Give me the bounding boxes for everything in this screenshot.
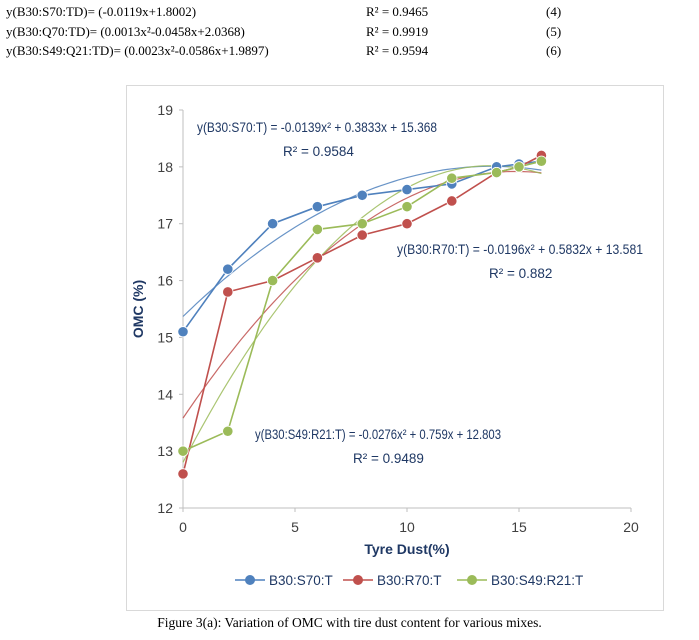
data-point: [222, 286, 234, 298]
equation-number: (4): [546, 4, 562, 19]
figure-caption: Figure 3(a): Variation of OMC with tire …: [157, 615, 542, 630]
data-point: [513, 161, 525, 173]
data-point: [446, 195, 458, 207]
equation-r2: R² = 0.9919: [366, 24, 429, 39]
trend-r2-label: R² = 0.9584: [283, 144, 354, 159]
chart-frame: 12 13 14 15 16 17 18 19 0 5 10 15 20 Tyre Dust(%) OMC …: [126, 85, 664, 611]
series-line: [182, 160, 542, 333]
y-tick-label: 13: [157, 443, 173, 459]
equation-number: (5): [546, 24, 562, 39]
equation-text: y(B30:S49:Q21:TD)= (0.0023x²-0.0586x+1.9…: [6, 43, 269, 58]
trend-r2-label: R² = 0.9489: [353, 451, 424, 466]
data-point: [446, 172, 458, 184]
data-point: [222, 425, 234, 437]
x-tick-label: 0: [179, 519, 187, 535]
data-point: [177, 326, 189, 338]
legend-label: B30:R70:T: [377, 573, 442, 588]
x-tick-label: 10: [399, 519, 415, 535]
trend-equation-label: y(B30:S49:R21:T) = -0.0276x² + 0.759x + …: [255, 427, 501, 442]
legend-marker: [245, 575, 255, 585]
y-tick-label: 18: [157, 159, 173, 175]
y-tick-label: 12: [157, 500, 173, 516]
y-axis-title: OMC (%): [130, 280, 146, 338]
x-axis-title: Tyre Dust(%): [364, 541, 449, 557]
data-point: [311, 223, 323, 235]
data-point: [356, 229, 368, 241]
y-tick-label: 15: [157, 329, 173, 345]
data-point: [356, 218, 368, 230]
omc-chart: 12 13 14 15 16 17 18 19 0 5 10 15 20 Tyre Dust(%) OMC …: [130, 102, 643, 588]
data-point: [267, 218, 279, 230]
trendline: [182, 165, 542, 463]
legend-label: B30:S70:T: [269, 573, 333, 588]
chart-legend: B30:S70:T B30:R70:T B30:S49:R21:T: [235, 573, 583, 588]
trend-r2-label: R² = 0.882: [489, 266, 552, 281]
chart-axes: 12 13 14 15 16 17 18 19 0 5 10 15 20 Tyre Dust(%) OMC …: [130, 102, 639, 557]
data-point: [401, 201, 413, 213]
trendline: [182, 170, 542, 419]
data-point: [401, 218, 413, 230]
data-point: [267, 274, 279, 287]
data-point: [311, 252, 323, 264]
equation-number: (6): [546, 43, 562, 58]
equation-text: y(B30:S70:TD)= (-0.0119x+1.8002): [6, 4, 197, 19]
data-point: [535, 155, 547, 167]
trend-equation-label: y(B30:S70:T) = -0.0139x² + 0.3833x + 15.…: [197, 120, 437, 135]
series-points: [177, 149, 547, 480]
data-point: [177, 445, 189, 457]
trend-equation-label: y(B30:R70:T) = -0.0196x² + 0.5832x + 13.…: [397, 242, 643, 257]
legend-marker: [353, 575, 363, 585]
data-point: [401, 184, 413, 196]
equation-r2: R² = 0.9594: [366, 43, 429, 58]
data-point: [311, 201, 323, 213]
series-lines: [182, 154, 542, 475]
equation-row-6: y(B30:S49:Q21:TD)= (0.0023x²-0.0586x+1.9…: [6, 43, 686, 61]
x-tick-label: 20: [623, 519, 639, 535]
data-point: [490, 166, 503, 179]
trendlines: [182, 165, 542, 463]
equation-row-5: y(B30:Q70:TD)= (0.0013x²-0.0458x+2.0368)…: [6, 24, 686, 42]
data-point: [356, 189, 368, 201]
y-tick-label: 17: [157, 216, 173, 232]
data-point: [222, 263, 234, 275]
legend-label: B30:S49:R21:T: [491, 573, 583, 588]
equation-row-4: y(B30:S70:TD)= (-0.0119x+1.8002) R² = 0.…: [6, 4, 686, 22]
equation-r2: R² = 0.9465: [366, 4, 429, 19]
chart-labels: y(B30:S70:T) = -0.0139x² + 0.3833x + 15.…: [197, 120, 643, 466]
equation-text: y(B30:Q70:TD)= (0.0013x²-0.0458x+2.0368): [6, 24, 245, 39]
y-tick-label: 19: [157, 102, 173, 118]
x-tick-label: 5: [291, 519, 299, 535]
x-tick-label: 15: [511, 519, 527, 535]
series-line: [182, 160, 542, 452]
data-point: [177, 468, 189, 480]
legend-marker: [467, 575, 477, 585]
y-tick-label: 16: [157, 273, 173, 289]
y-tick-label: 14: [157, 386, 173, 402]
